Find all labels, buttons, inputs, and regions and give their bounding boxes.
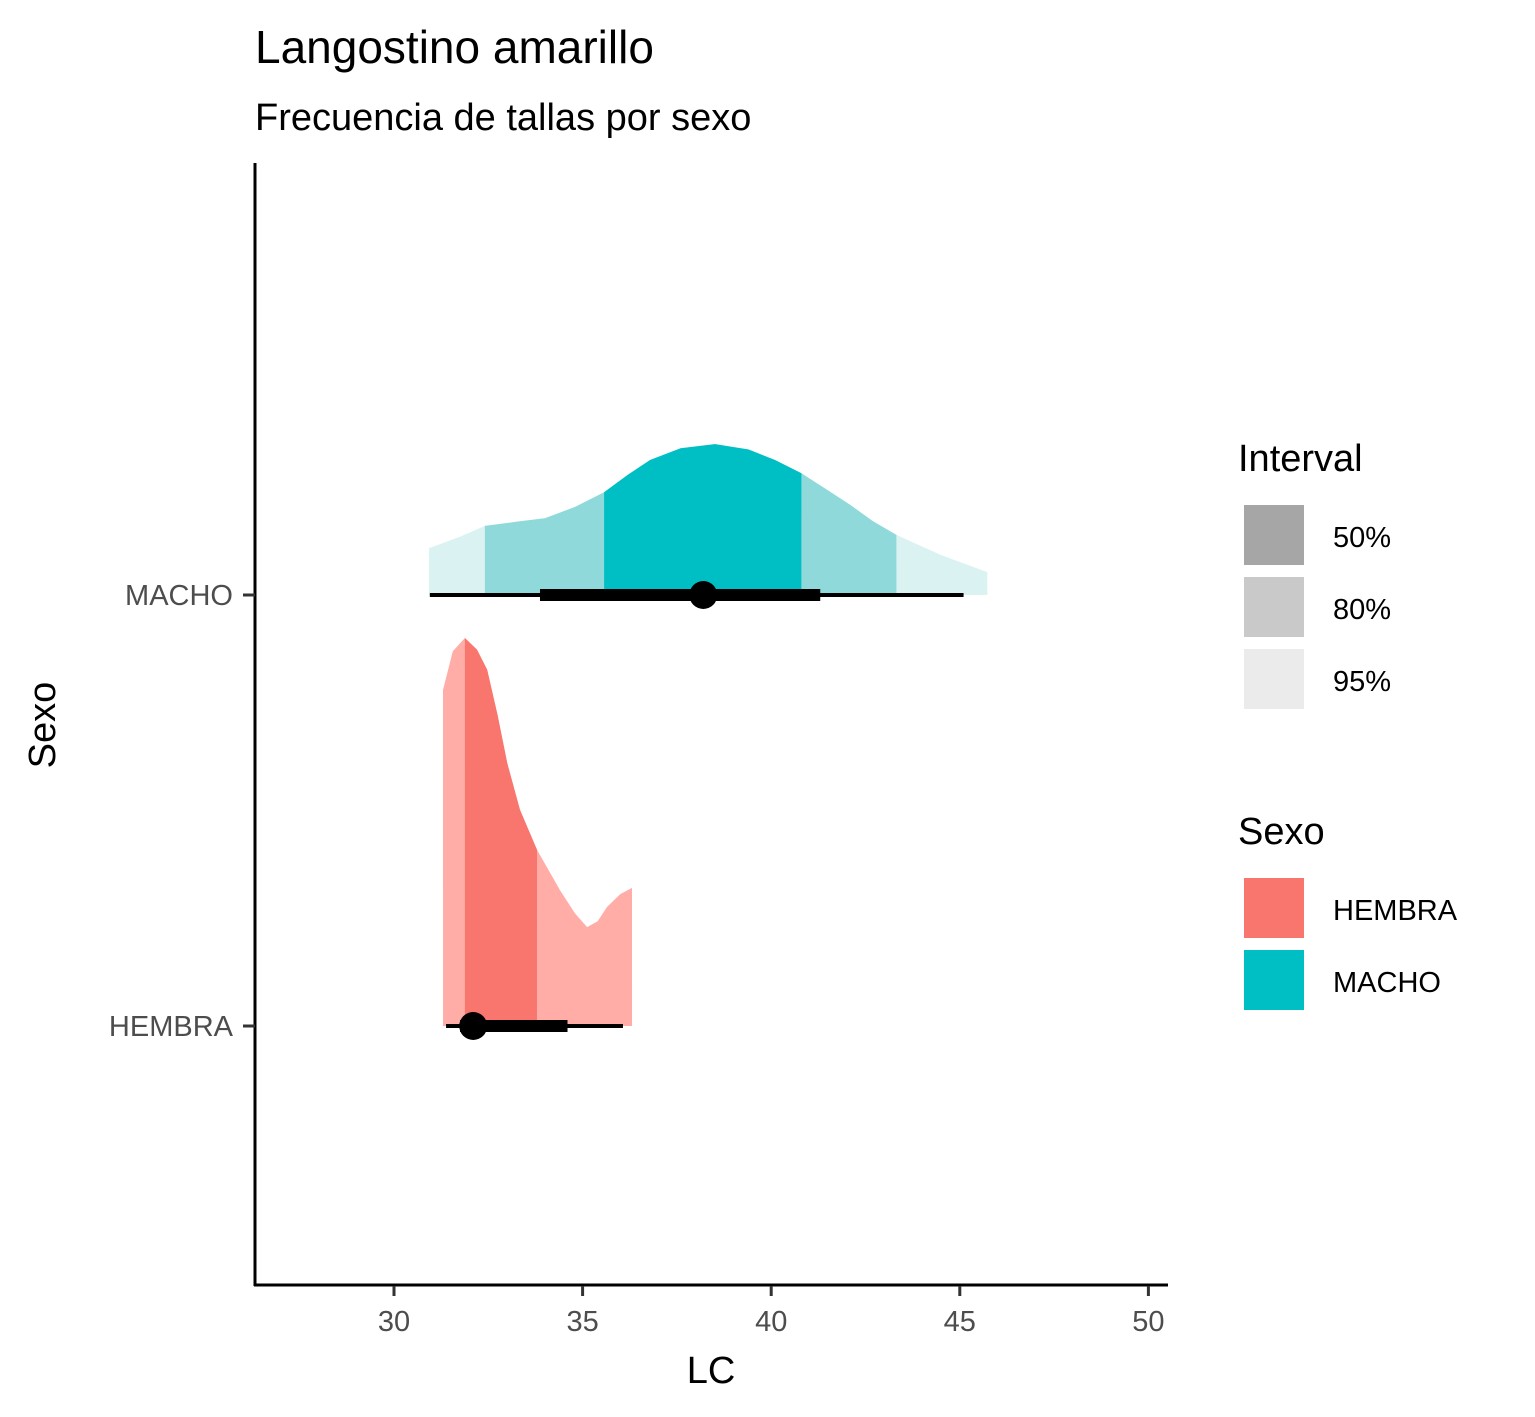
point-intervals [429, 581, 964, 1040]
legend-interval: Interval 50% 80% 95% [1238, 438, 1391, 709]
y-tick-label: MACHO [125, 580, 233, 612]
y-axis-title: Sexo [22, 682, 64, 769]
legend-label: 95% [1333, 666, 1391, 698]
x-tick-label: 35 [566, 1306, 598, 1338]
legend-key [1244, 878, 1304, 938]
x-tick-label: 30 [378, 1306, 410, 1338]
legend-label: MACHO [1333, 967, 1441, 999]
chart-subtitle: Frecuencia de tallas por sexo [255, 97, 751, 139]
point-hembra [459, 1012, 488, 1040]
point-macho [689, 581, 718, 609]
legend-key [1244, 505, 1304, 565]
legend-key [1244, 950, 1304, 1010]
slab-hembra-50 [464, 638, 537, 1026]
slab-macho-50 [604, 444, 802, 595]
legend-sexo-title: Sexo [1238, 811, 1325, 853]
x-axis-title: LC [687, 1350, 736, 1392]
legend-label: 50% [1333, 522, 1391, 554]
legend-key [1244, 649, 1304, 709]
legend-label: 80% [1333, 594, 1391, 626]
chart-title: Langostino amarillo [255, 21, 654, 73]
x-tick-label: 45 [944, 1306, 976, 1338]
y-tick-label: HEMBRA [109, 1011, 234, 1043]
legend-key [1244, 577, 1304, 637]
y-ticks: HEMBRA MACHO [109, 580, 255, 1043]
x-tick-label: 40 [755, 1306, 787, 1338]
slabs [429, 444, 988, 1026]
x-tick-label: 50 [1132, 1306, 1164, 1338]
x-ticks: 30 35 40 45 50 [378, 1286, 1165, 1338]
legend-label: HEMBRA [1333, 895, 1458, 927]
legend-interval-title: Interval [1238, 438, 1363, 480]
legend-sexo: Sexo HEMBRA MACHO [1238, 811, 1458, 1010]
